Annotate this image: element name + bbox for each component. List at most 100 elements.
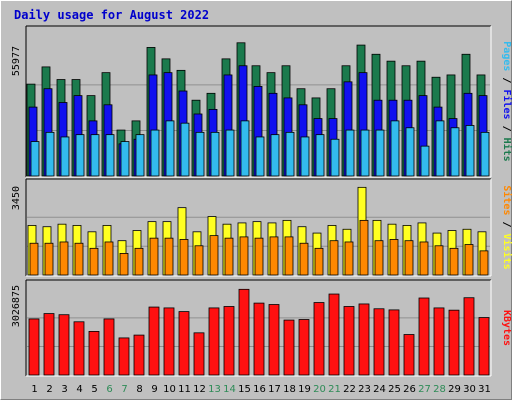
bar-sites (59, 241, 69, 276)
bar-pages (195, 131, 205, 177)
bar-kbytes (88, 331, 100, 376)
bar-pages (420, 145, 430, 177)
x-tick-label: 20 (313, 384, 326, 395)
x-tick-label: 7 (121, 384, 127, 395)
bar-pages (330, 138, 340, 177)
bar-sites (299, 242, 309, 276)
bar-pages (210, 131, 220, 177)
bar-sites (254, 237, 264, 276)
bar-pages (345, 129, 355, 177)
bar-sites (389, 239, 399, 276)
bar-pages (150, 129, 160, 177)
bar-pages (75, 134, 85, 177)
bar-sites (404, 240, 414, 276)
bar-sites (449, 247, 459, 276)
bar-sites (284, 236, 294, 276)
bar-sites (344, 241, 354, 276)
bar-kbytes (283, 319, 295, 376)
bar-pages (240, 120, 250, 177)
legend-entry: / (501, 215, 512, 233)
bar-kbytes (193, 332, 205, 376)
bar-sites (239, 236, 249, 276)
x-tick-label: 27 (418, 384, 431, 395)
bar-kbytes (328, 293, 340, 376)
axis-label-sites-visits: Sites / Visits (501, 185, 512, 269)
x-tick-label: 17 (268, 384, 281, 395)
bar-sites (224, 237, 234, 276)
bar-sites (479, 250, 489, 276)
bar-pages (255, 136, 265, 177)
bar-kbytes (163, 307, 175, 376)
x-tick-label: 28 (433, 384, 446, 395)
x-tick-label: 30 (463, 384, 476, 395)
bar-pages (390, 120, 400, 177)
bar-pages (180, 122, 190, 177)
bar-kbytes (448, 309, 460, 376)
x-tick-label: 6 (106, 384, 112, 395)
y-max-label: 3026875 (11, 285, 22, 327)
bar-kbytes (463, 297, 475, 376)
axis-label-pages-files-hits: Pages / Files / Hits (501, 41, 512, 161)
bar-kbytes (58, 314, 70, 376)
bar-kbytes (208, 307, 220, 376)
axis-label-kbytes: KBytes (501, 310, 512, 346)
bar-pages (360, 129, 370, 177)
x-tick-label: 5 (91, 384, 97, 395)
legend-entry: Sites (501, 185, 512, 215)
bar-sites (269, 236, 279, 276)
x-tick-label: 8 (136, 384, 142, 395)
x-tick-label: 12 (193, 384, 206, 395)
bar-kbytes (358, 303, 370, 376)
bar-pages (60, 136, 70, 177)
x-tick-label: 26 (403, 384, 416, 395)
bar-kbytes (178, 311, 190, 376)
bar-pages (285, 131, 295, 177)
bar-sites (44, 242, 54, 276)
x-tick-label: 23 (358, 384, 371, 395)
bar-sites (179, 239, 189, 276)
bar-sites (89, 247, 99, 276)
bar-sites (359, 219, 369, 276)
bar-pages (30, 141, 40, 177)
bar-pages (300, 136, 310, 177)
bar-sites (374, 240, 384, 276)
bar-pages (480, 131, 490, 177)
bar-kbytes (253, 302, 265, 376)
bar-kbytes (223, 306, 235, 376)
bar-kbytes (298, 319, 310, 376)
bar-pages (165, 120, 175, 177)
x-tick-label: 2 (46, 384, 52, 395)
x-tick-label: 24 (373, 384, 386, 395)
x-tick-label: 19 (298, 384, 311, 395)
x-tick-label: 22 (343, 384, 356, 395)
bar-pages (465, 125, 475, 177)
bar-pages (45, 131, 55, 177)
x-tick-label: 1 (31, 384, 37, 395)
legend-entry: Visits (501, 234, 512, 270)
bar-kbytes (373, 308, 385, 376)
bar-sites (314, 247, 324, 276)
bar-sites (149, 237, 159, 276)
bar-kbytes (433, 307, 445, 376)
x-tick-label: 11 (178, 384, 191, 395)
bar-kbytes (418, 297, 430, 376)
bar-kbytes (313, 302, 325, 376)
bar-kbytes (28, 318, 40, 376)
bar-pages (450, 127, 460, 177)
chart-title: Daily usage for August 2022 (14, 8, 210, 22)
bar-sites (194, 245, 204, 276)
bar-sites (434, 245, 444, 276)
bar-kbytes (238, 288, 250, 376)
bar-kbytes (148, 306, 160, 376)
x-tick-label: 31 (478, 384, 491, 395)
x-tick-label: 18 (283, 384, 296, 395)
x-tick-label: 14 (223, 384, 236, 395)
bar-sites (119, 253, 129, 276)
bar-pages (405, 127, 415, 177)
x-tick-label: 10 (163, 384, 176, 395)
x-tick-label: 15 (238, 384, 251, 395)
bar-pages (270, 134, 280, 177)
legend-entry: KBytes (501, 310, 512, 346)
bar-kbytes (343, 306, 355, 376)
